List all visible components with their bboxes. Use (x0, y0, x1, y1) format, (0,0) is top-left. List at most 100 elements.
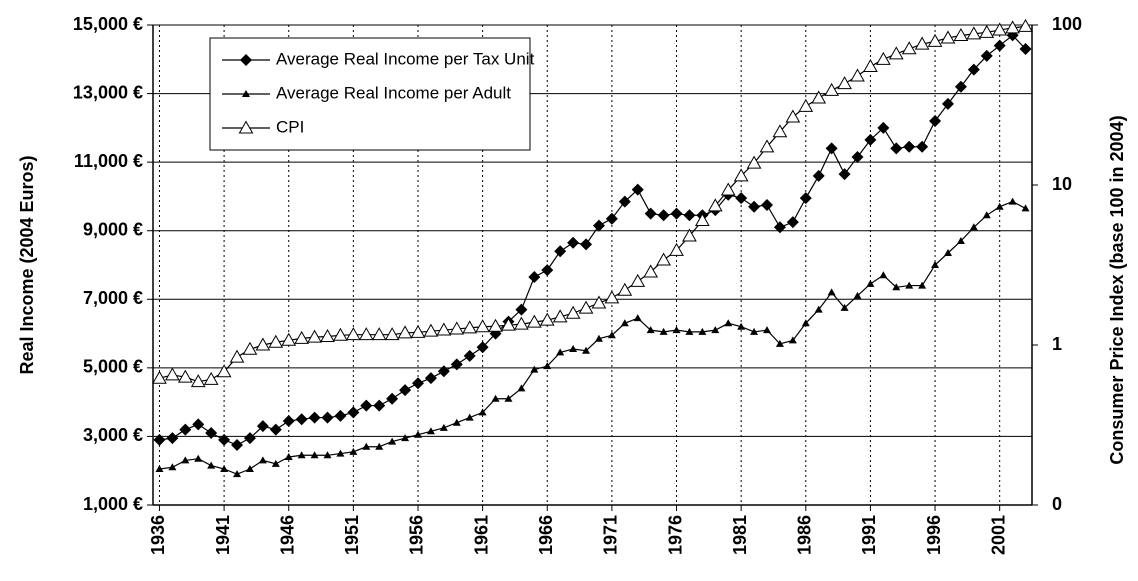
open-triangle-marker (423, 323, 439, 337)
diamond-marker (256, 420, 269, 433)
diamond-marker (670, 207, 683, 220)
triangle-marker (711, 326, 720, 334)
open-triangle-marker (927, 33, 943, 47)
diamond-marker (903, 140, 916, 153)
legend-label: Average Real Income per Tax Unit (276, 49, 535, 68)
x-tick-label: 1986 (795, 515, 815, 555)
triangle-marker (633, 314, 642, 322)
open-triangle-marker (1005, 20, 1020, 34)
y-axis-title: Real Income (2004 Euros) (17, 155, 37, 374)
diamond-marker (282, 415, 295, 427)
diamond-marker (205, 427, 218, 439)
open-triangle-marker (979, 24, 995, 38)
x-tick-label: 1951 (342, 515, 362, 555)
open-triangle-marker (1018, 18, 1033, 32)
triangle-marker (646, 326, 655, 334)
triangle-marker (724, 319, 733, 327)
open-triangle-marker (488, 318, 503, 332)
open-triangle-marker (630, 273, 646, 287)
legend-marker (240, 54, 252, 66)
open-triangle-marker (565, 305, 581, 319)
triangle-marker (931, 261, 940, 268)
triangle-marker (892, 283, 901, 291)
open-triangle-marker (746, 155, 762, 169)
diamond-marker (166, 432, 179, 445)
open-triangle-marker (397, 325, 413, 339)
triangle-marker (245, 465, 254, 472)
open-triangle-marker (539, 312, 555, 326)
diamond-marker (618, 195, 631, 208)
x-tick-label: 1971 (601, 515, 621, 555)
diamond-marker (657, 209, 670, 222)
y-tick-label: 7,000 € (83, 288, 143, 308)
diamond-marker (761, 199, 774, 211)
diamond-marker (748, 200, 761, 213)
triangle-marker (698, 327, 707, 335)
diamond-marker (954, 80, 967, 93)
diamond-marker (554, 245, 567, 258)
triangle-marker (504, 394, 513, 402)
triangle-marker (439, 423, 448, 431)
diamond-marker (269, 423, 282, 436)
triangle-marker (388, 437, 397, 445)
diamond-marker (683, 209, 696, 222)
triangle-marker (465, 413, 474, 421)
diamond-marker (541, 264, 554, 277)
triangle-marker (491, 394, 500, 402)
open-triangle-marker (914, 36, 930, 50)
diamond-marker (450, 358, 463, 371)
triangle-marker (969, 223, 978, 231)
open-triangle-marker (669, 242, 684, 256)
diamond-marker (929, 115, 942, 127)
y2-axis-title: Consumer Price Index (base 100 in 2004) (1107, 115, 1127, 464)
diamond-marker (851, 151, 864, 163)
triangle-marker (814, 305, 823, 313)
diamond-marker (890, 142, 903, 155)
diamond-marker (877, 121, 890, 134)
legend-label: Average Real Income per Adult (276, 83, 511, 102)
legend-marker (242, 90, 250, 97)
triangle-marker (685, 327, 694, 335)
open-triangle-marker (656, 252, 671, 266)
open-triangle-marker (152, 370, 167, 384)
diamond-marker (437, 365, 450, 378)
open-triangle-marker (320, 328, 335, 343)
triangle-marker (827, 288, 836, 296)
y-tick-label: 9,000 € (83, 219, 143, 239)
open-triangle-marker (617, 282, 633, 296)
triangle-marker (310, 451, 319, 459)
diamond-marker (592, 219, 605, 232)
open-triangle-marker (901, 41, 917, 55)
triangle-marker (750, 327, 759, 335)
diamond-marker (373, 399, 386, 412)
open-triangle-marker (695, 212, 710, 226)
open-triangle-marker (165, 367, 180, 381)
diamond-marker (321, 411, 334, 424)
diamond-marker (411, 377, 424, 390)
diamond-marker (243, 432, 256, 445)
triangle-marker (801, 319, 810, 327)
open-triangle-marker (514, 316, 529, 330)
triangle-marker (530, 365, 539, 373)
open-triangle-marker (604, 290, 620, 304)
triangle-marker (413, 430, 422, 438)
open-triangle-marker (216, 364, 232, 378)
triangle-marker (556, 348, 565, 356)
open-triangle-marker (358, 327, 374, 341)
triangle-marker (155, 465, 164, 472)
diamond-marker (153, 433, 166, 446)
triangle-marker (659, 327, 668, 335)
triangle-marker (995, 202, 1004, 210)
x-tick-label: 1961 (471, 515, 491, 555)
diamond-marker (567, 236, 580, 249)
open-triangle-marker (294, 330, 310, 344)
x-tick-label: 2001 (988, 515, 1008, 555)
triangle-marker (452, 418, 461, 426)
x-tick-label: 1941 (213, 515, 233, 555)
diamond-marker (799, 192, 812, 205)
triangle-marker (763, 326, 772, 334)
triangle-marker (284, 453, 293, 460)
triangle-marker (349, 447, 358, 455)
triangle-marker (233, 470, 242, 478)
triangle-marker (543, 362, 552, 370)
